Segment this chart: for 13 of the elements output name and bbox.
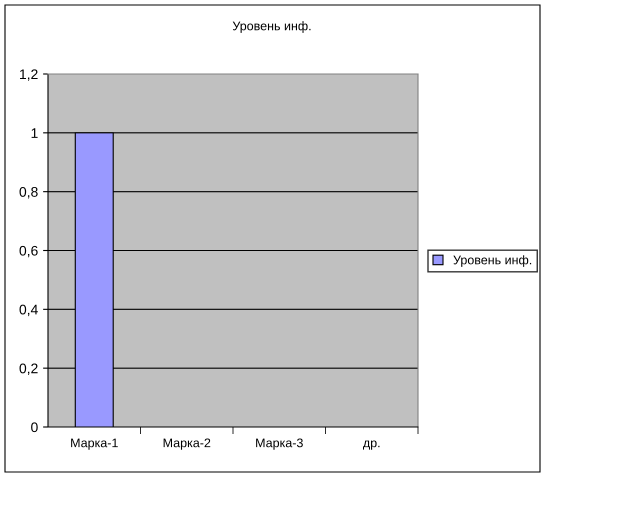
x-tick-label: Марка-3 <box>256 438 303 450</box>
y-tick-label: 0,4 <box>20 304 38 316</box>
y-tick-label: 1 <box>32 128 38 138</box>
y-tick-label: 0,8 <box>20 187 38 198</box>
y-tick-label: 0,2 <box>20 364 38 375</box>
x-tick-label: Марка-1 <box>71 438 118 450</box>
y-tick-label: 0,6 <box>20 246 38 258</box>
chart-title: Уровень инф. <box>232 21 310 33</box>
y-tick-label: 1,2 <box>20 69 38 81</box>
x-tick-label: Марка-2 <box>164 438 210 450</box>
legend-label: Уровень инф. <box>453 255 532 267</box>
x-tick-label: др. <box>363 440 380 450</box>
y-tick-label: 0 <box>31 422 38 432</box>
